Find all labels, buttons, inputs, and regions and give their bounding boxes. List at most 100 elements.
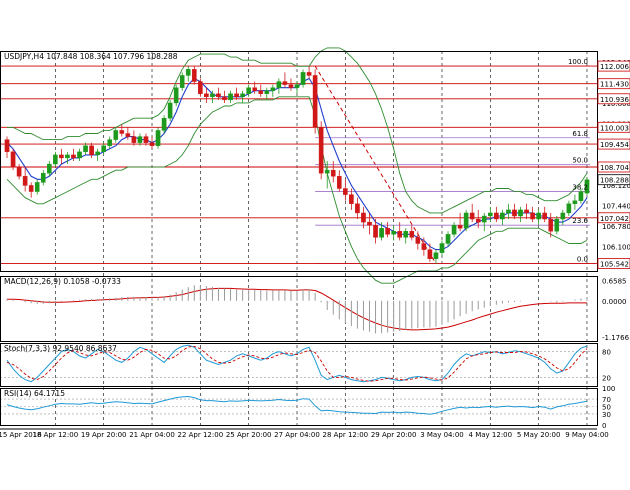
candle-body bbox=[101, 145, 106, 153]
candle-body bbox=[179, 75, 185, 88]
x-tick-label: 22 Apr 12:00 bbox=[178, 431, 224, 439]
rsi-y-tick: 100 bbox=[602, 385, 615, 393]
candle-body bbox=[34, 182, 40, 192]
candle-body bbox=[95, 151, 100, 156]
candle-body bbox=[40, 173, 46, 183]
candle-body bbox=[222, 96, 227, 101]
candle-body bbox=[258, 90, 264, 94]
candle-body bbox=[439, 243, 445, 253]
rsi-y-tick: 30 bbox=[602, 411, 611, 419]
stoch-y-tick: 20 bbox=[602, 374, 611, 382]
candle-body bbox=[548, 218, 554, 232]
candle-body bbox=[524, 209, 529, 214]
candle-body bbox=[488, 212, 493, 217]
candle-body bbox=[252, 87, 258, 91]
price-level-box bbox=[597, 212, 630, 224]
candle-body bbox=[324, 169, 330, 174]
stoch-y-tick: 80 bbox=[602, 349, 611, 357]
candle-body bbox=[77, 151, 82, 159]
candle-body bbox=[173, 87, 179, 104]
x-tick-label: 28 Apr 12:00 bbox=[323, 431, 369, 439]
stoch-panel-frame bbox=[0, 343, 598, 387]
candle-body bbox=[415, 237, 421, 244]
x-tick-label: 5 May 20:00 bbox=[517, 431, 561, 439]
price-panel-frame bbox=[0, 51, 598, 272]
x-tick-label: 4 May 12:00 bbox=[469, 431, 513, 439]
candle-body bbox=[566, 203, 572, 214]
price-level-value: 110.003 bbox=[600, 124, 629, 132]
candle-body bbox=[264, 90, 270, 94]
candle-body bbox=[367, 221, 372, 226]
candle-body bbox=[16, 166, 22, 177]
panel-frames-layer bbox=[0, 51, 598, 430]
candle-body bbox=[71, 154, 76, 159]
candle-body bbox=[204, 93, 209, 98]
candle-body bbox=[119, 130, 125, 134]
stoch-signal-line bbox=[6, 345, 588, 382]
price-level-value: 105.542 bbox=[600, 261, 629, 269]
candle-body bbox=[167, 102, 173, 119]
candle-body bbox=[349, 194, 354, 204]
candle-body bbox=[421, 243, 427, 250]
candle-body bbox=[191, 69, 197, 82]
candle-body bbox=[53, 154, 58, 165]
price-level-box bbox=[597, 78, 630, 90]
candle-body bbox=[427, 249, 433, 259]
candle-body bbox=[161, 118, 167, 131]
candle-body bbox=[475, 218, 481, 223]
candle-body bbox=[361, 212, 366, 223]
macd-y-tick: -1.1766 bbox=[602, 334, 630, 342]
price-y-tick: 108.120 bbox=[602, 182, 630, 190]
price-level-box bbox=[597, 161, 630, 173]
candle-body bbox=[554, 218, 560, 232]
candle-body bbox=[46, 163, 52, 174]
candle-body bbox=[518, 209, 523, 217]
candle-body bbox=[336, 176, 342, 189]
x-tick-label: 9 May 04:00 bbox=[565, 431, 609, 439]
price-level-box bbox=[597, 60, 630, 72]
price-level-box bbox=[597, 93, 630, 105]
candle-body bbox=[234, 93, 239, 98]
candle-body bbox=[572, 200, 578, 204]
price-y-tick: 107.440 bbox=[602, 203, 630, 211]
price-header: USDJPY,H4 107.848 108.364 107.796 108.28… bbox=[4, 52, 178, 61]
candle-body bbox=[270, 87, 276, 91]
indicator-lines-layer bbox=[0, 47, 597, 415]
candle-body bbox=[113, 130, 119, 140]
candle-body bbox=[481, 215, 487, 223]
price-level-box bbox=[597, 138, 630, 150]
price-level-value: 111.430 bbox=[600, 81, 629, 89]
candle-body bbox=[512, 209, 517, 217]
fibonacci-level-label: 23.6 bbox=[572, 217, 588, 225]
candle-body bbox=[185, 69, 191, 76]
candle-body bbox=[457, 224, 463, 229]
candle-body bbox=[385, 228, 390, 235]
price-level-value: 109.454 bbox=[600, 141, 629, 149]
candle-body bbox=[300, 72, 306, 85]
macd-y-tick: 0.6585 bbox=[602, 277, 627, 285]
candle-body bbox=[379, 228, 384, 238]
candle-body bbox=[355, 203, 360, 214]
candle-body bbox=[240, 93, 245, 98]
candle-body bbox=[216, 93, 221, 98]
candle-body bbox=[288, 84, 294, 88]
price-level-box bbox=[597, 121, 630, 133]
price-level-value: 108.704 bbox=[600, 164, 629, 172]
price-level-value: 112.006 bbox=[600, 63, 629, 71]
x-tick-label: 21 Apr 04:00 bbox=[129, 431, 175, 439]
candle-body bbox=[28, 185, 34, 192]
macd-y-tick: 0.0000 bbox=[602, 298, 627, 306]
x-tick-label: 19 Apr 20:00 bbox=[81, 431, 127, 439]
candle-body bbox=[403, 231, 409, 238]
candle-body bbox=[530, 212, 535, 220]
price-y-tick: 106.100 bbox=[602, 244, 630, 252]
price-level-value: 107.042 bbox=[600, 215, 629, 223]
candle-body bbox=[22, 176, 28, 186]
macd-panel-frame bbox=[0, 276, 598, 342]
price-y-tick: 106.780 bbox=[602, 223, 630, 231]
candle-body bbox=[228, 93, 233, 101]
candle-body bbox=[4, 139, 10, 153]
candle-body bbox=[433, 252, 439, 259]
